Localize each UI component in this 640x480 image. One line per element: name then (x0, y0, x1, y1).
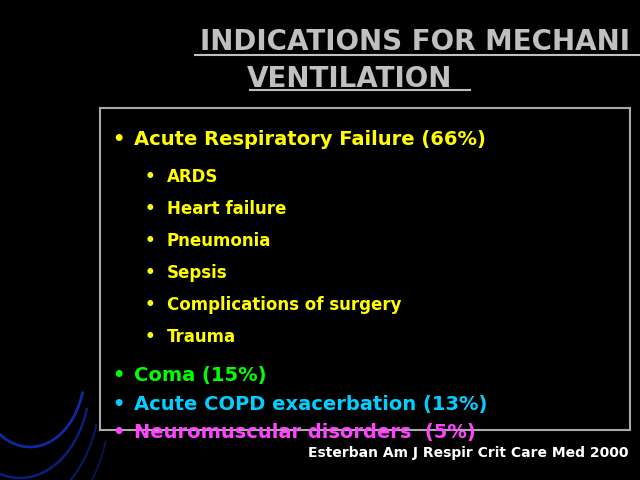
Text: •: • (145, 168, 156, 186)
Text: •: • (145, 232, 156, 250)
Text: •: • (145, 328, 156, 346)
Text: VENTILATION: VENTILATION (247, 65, 452, 93)
Text: Trauma: Trauma (167, 328, 236, 346)
Text: •: • (112, 130, 124, 149)
Text: Sepsis: Sepsis (167, 264, 228, 282)
Text: Complications of surgery: Complications of surgery (167, 296, 401, 314)
Text: INDICATIONS FOR MECHANI: INDICATIONS FOR MECHANI (200, 28, 630, 56)
Text: •: • (112, 395, 124, 414)
Text: •: • (145, 200, 156, 218)
Text: Coma (15%): Coma (15%) (134, 366, 266, 385)
Text: Heart failure: Heart failure (167, 200, 286, 218)
Text: ARDS: ARDS (167, 168, 218, 186)
Text: Neuromuscular disorders  (5%): Neuromuscular disorders (5%) (134, 423, 476, 442)
Text: •: • (145, 296, 156, 314)
Text: •: • (112, 423, 124, 442)
Text: Acute COPD exacerbation (13%): Acute COPD exacerbation (13%) (134, 395, 488, 414)
Text: Esterban Am J Respir Crit Care Med 2000: Esterban Am J Respir Crit Care Med 2000 (307, 446, 628, 460)
Text: Acute Respiratory Failure (66%): Acute Respiratory Failure (66%) (134, 130, 486, 149)
Text: •: • (145, 264, 156, 282)
Bar (100, 108, 630, 430)
Text: Pneumonia: Pneumonia (167, 232, 271, 250)
Text: •: • (112, 366, 124, 385)
